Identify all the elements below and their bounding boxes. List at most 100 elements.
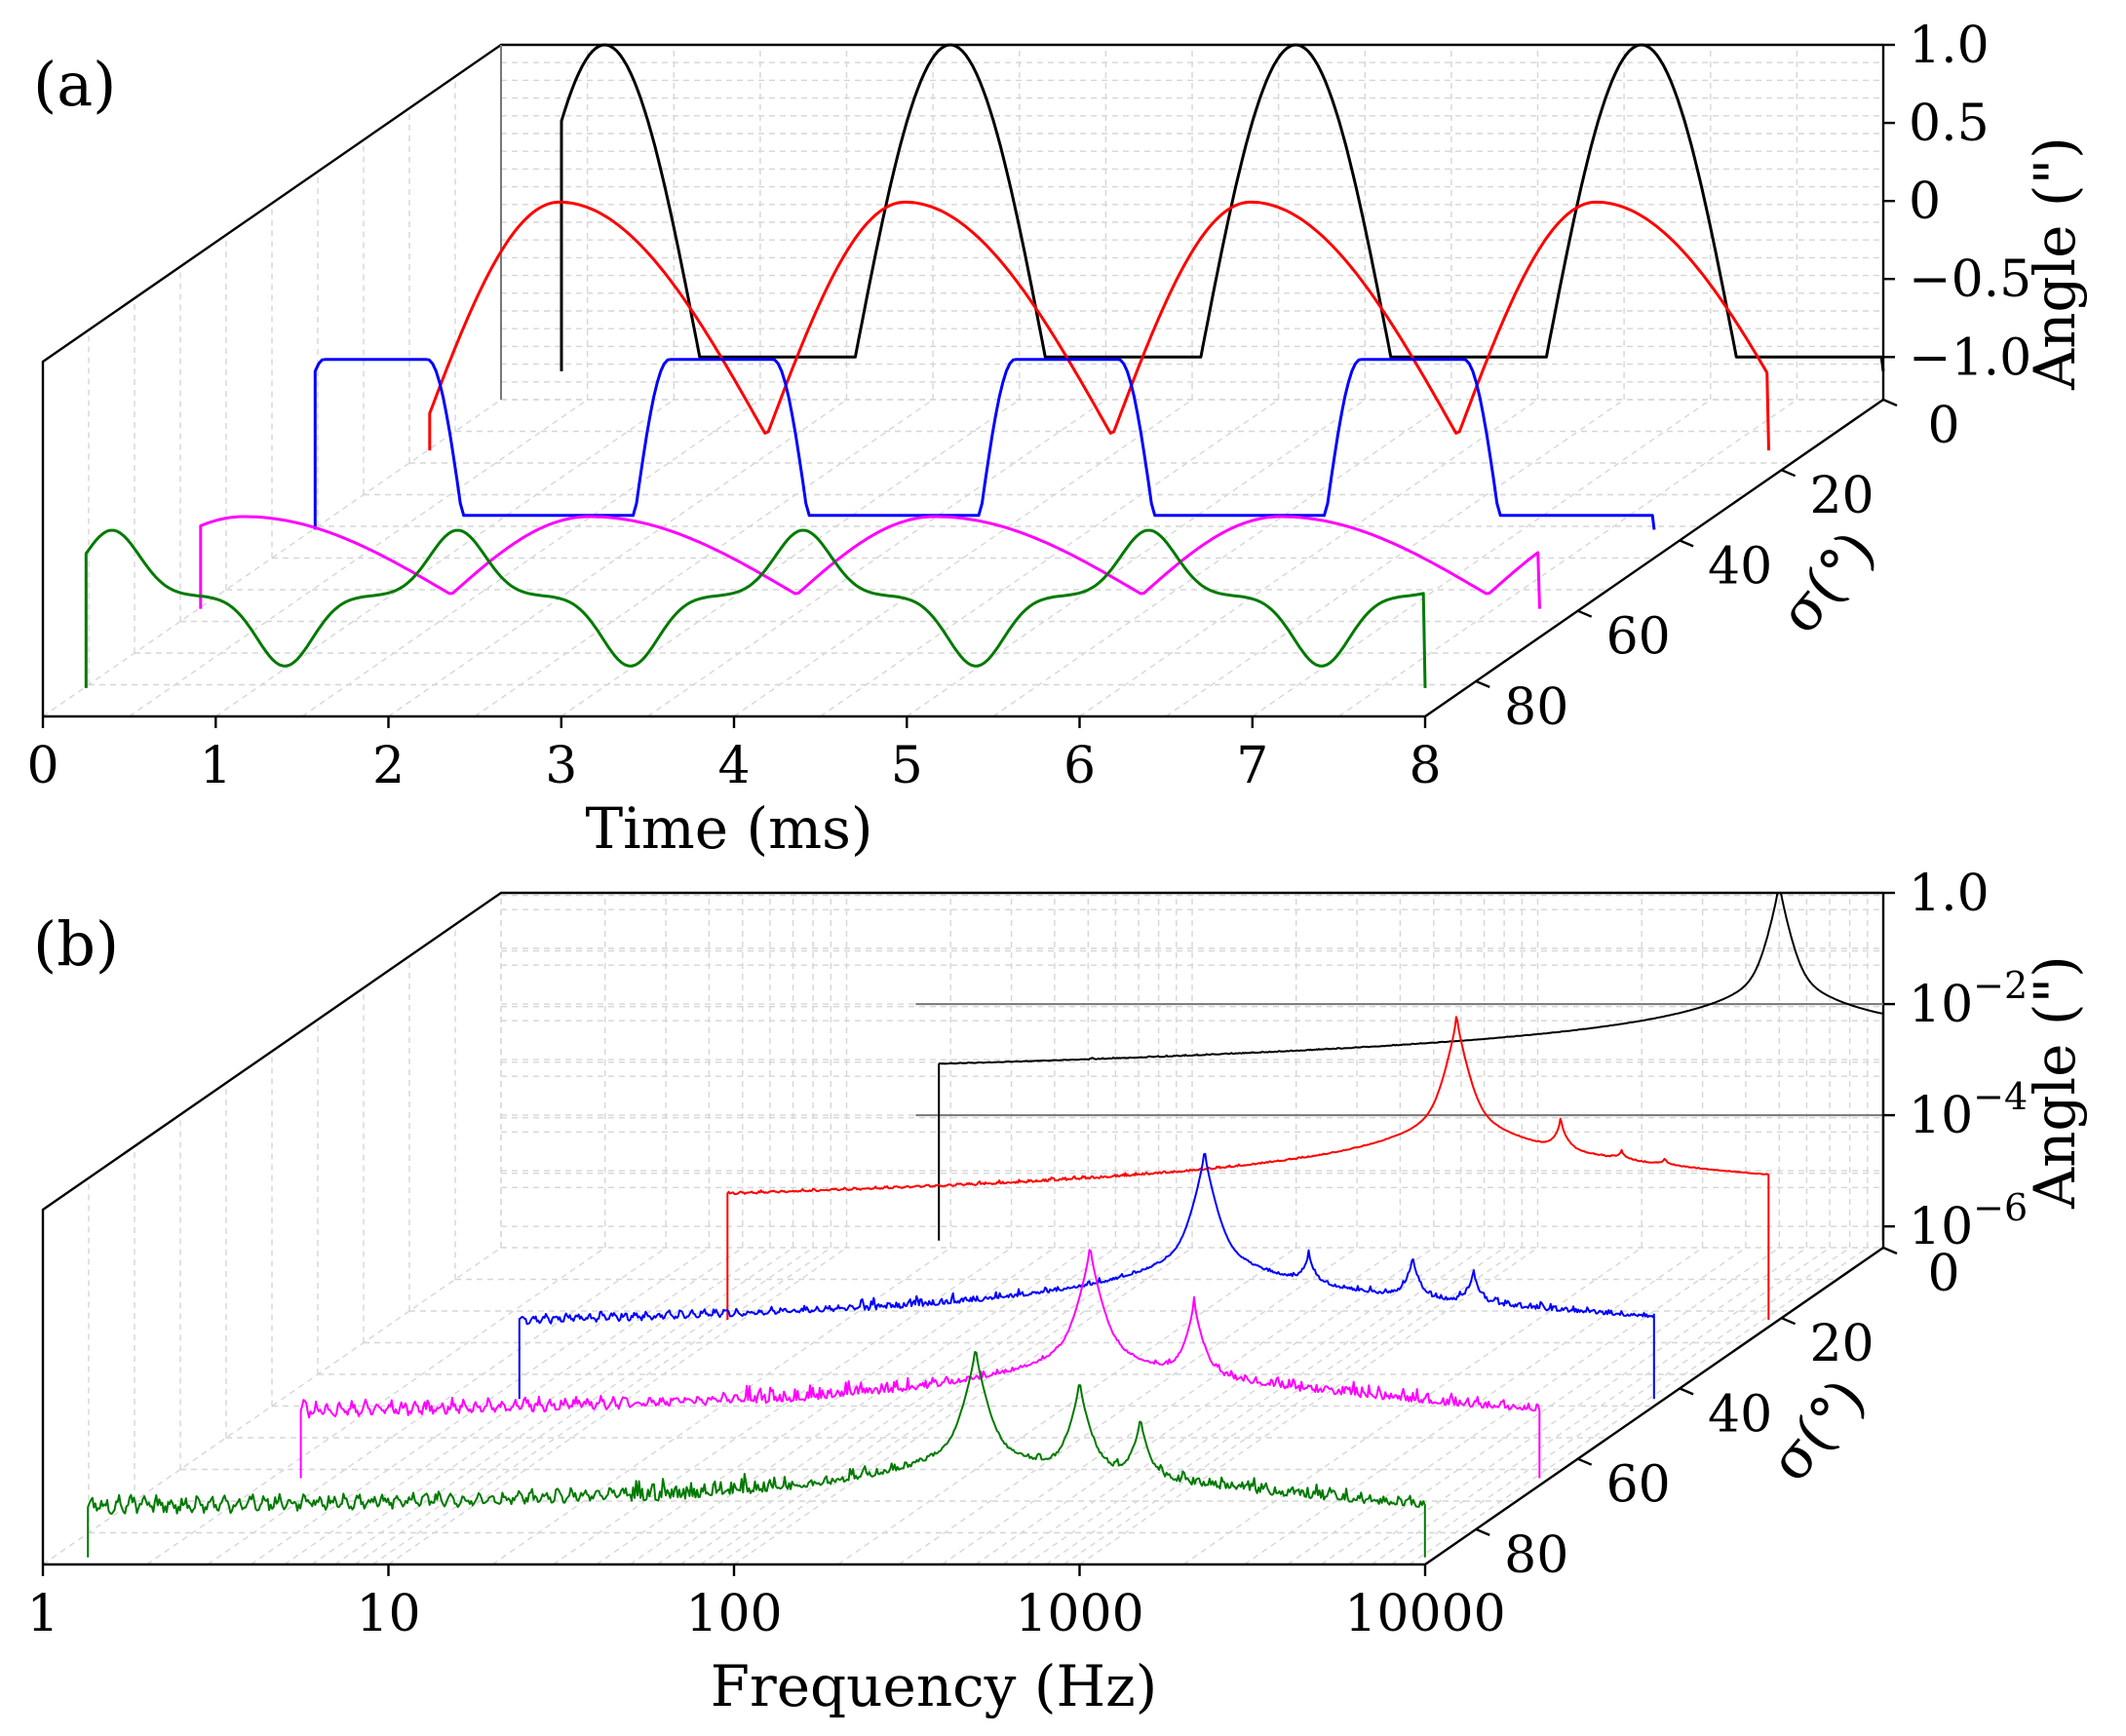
grid-line: [717, 1247, 1178, 1565]
z-tick-label: 0: [1927, 1245, 1959, 1303]
grid-line: [214, 399, 675, 717]
grid-line: [1002, 1247, 1462, 1565]
grid-line: [975, 1247, 1435, 1565]
y-tick-label: 10−2: [1909, 964, 2028, 1034]
grid-line: [560, 399, 1021, 717]
grid-line: [301, 399, 761, 717]
y-tick-label: 1.0: [1909, 865, 1990, 923]
grid-line: [647, 399, 1106, 717]
grid-line: [491, 1247, 951, 1565]
panel-a-ticks: 0 1 2 3 4 5 6 7 8 1.0 0.5 0 −0.5 −1.0 0 20 40 60 80: [26, 17, 2031, 795]
panel-a-series: [84, 43, 1885, 688]
panel-b-series: [87, 892, 1884, 1558]
grid-line: [1079, 399, 1538, 717]
z-tick-label: 40: [1708, 1385, 1772, 1444]
grid-line: [371, 1247, 831, 1565]
grid-line: [992, 399, 1452, 717]
panel-a-zlabel: σ(°): [1766, 519, 1888, 646]
grid-line: [837, 1247, 1297, 1565]
x-tick-label: 0: [26, 737, 58, 795]
grid-line: [1252, 399, 1712, 717]
z-tick: [1781, 469, 1797, 478]
grid-line: [334, 1247, 793, 1565]
grid-line: [284, 1247, 744, 1565]
grid-line: [629, 1247, 1089, 1565]
grid-line: [1244, 1247, 1703, 1565]
grid-line: [820, 399, 1279, 717]
spectrum-line-sigma-45: [518, 1152, 1655, 1400]
x-tick-label: 2: [372, 737, 405, 795]
series-line-sigma-0: [560, 43, 1885, 372]
panel-a: 0 1 2 3 4 5 6 7 8 1.0 0.5 0 −0.5 −1.0 0 20 40 60 80 (a) Ti…: [26, 17, 2088, 862]
grid-line: [42, 399, 502, 717]
z-tick: [1679, 539, 1694, 548]
series-line-sigma-22.5: [428, 200, 1770, 451]
spectrum-line-sigma-0: [938, 892, 1884, 1241]
grid-line: [42, 1247, 502, 1565]
grid-line: [1287, 1247, 1747, 1565]
spectrum-line-sigma-67.5: [299, 1249, 1541, 1479]
grid-line: [1409, 1247, 1869, 1565]
grid-line: [129, 399, 588, 717]
grid-line: [906, 399, 1366, 717]
grid-line: [1025, 1247, 1485, 1565]
panel-b-ylabel: Angle ("): [2022, 955, 2088, 1210]
y-tick-label: 10−6: [1909, 1186, 2028, 1256]
x-tick-label: 10: [356, 1585, 420, 1643]
grid-line: [1391, 1247, 1850, 1565]
y-tick-label: 1.0: [1909, 17, 1990, 75]
z-tick-label: 60: [1606, 1456, 1671, 1515]
z-tick-label: 0: [1927, 397, 1959, 455]
grid-line: [1165, 399, 1625, 717]
z-tick-label: 80: [1504, 1526, 1568, 1585]
panel-a-ylabel: Angle ("): [2022, 136, 2088, 391]
z-tick-label: 20: [1809, 467, 1874, 525]
y-tick-label: 0: [1909, 173, 1941, 231]
y-tick-label: 10−4: [1909, 1075, 2028, 1145]
panel-b-zlabel: σ(°): [1757, 1367, 1878, 1494]
grid-line: [733, 399, 1193, 717]
z-tick-label: 80: [1504, 678, 1568, 737]
grid-line: [733, 1247, 1193, 1565]
panel-a-xlabel: Time (ms): [585, 795, 872, 862]
axis-frame: [41, 891, 1883, 1564]
y-tick-label: −0.5: [1909, 251, 2031, 309]
spectrum-line-sigma-90: [87, 1351, 1426, 1558]
x-tick-label: 8: [1409, 737, 1441, 795]
grid-line: [354, 1247, 814, 1565]
grid-line: [1320, 1247, 1780, 1565]
grid-line: [207, 1247, 667, 1565]
y-tick-label: −1.0: [1909, 328, 2031, 387]
grid-line: [898, 1247, 1358, 1565]
z-tick-label: 20: [1809, 1315, 1874, 1373]
panel-b-xlabel: Frequency (Hz): [711, 1653, 1158, 1719]
spectrum-line-sigma-22.5: [726, 1016, 1770, 1320]
z-tick: [1475, 1527, 1490, 1537]
grid-line: [1063, 1247, 1523, 1565]
z-tick: [1679, 1387, 1694, 1396]
grid-line: [1338, 399, 1797, 717]
panel-a-label: (a): [33, 49, 116, 120]
grid-line: [1182, 1247, 1643, 1565]
panel-b-ticks: 1 10 100 1000 10000 1.0 10−2 10−4 10−60 20 40 60 80: [26, 865, 2028, 1643]
z-tick: [1577, 1457, 1593, 1466]
grid-line: [1079, 1247, 1538, 1565]
z-tick: [1577, 609, 1593, 618]
x-tick-label: 5: [891, 737, 923, 795]
grid-line: [1045, 1247, 1505, 1565]
series-line-sigma-90: [84, 528, 1427, 688]
z-tick: [1882, 1246, 1898, 1255]
panel-b: 1 10 100 1000 100001.010−210−410−6020406080 …: [26, 865, 2088, 1719]
grid-line: [657, 1247, 1116, 1565]
grid-line: [311, 1247, 771, 1565]
z-tick-label: 60: [1606, 608, 1671, 667]
y-tick-label: 0.5: [1909, 95, 1990, 153]
series-line-sigma-45: [313, 358, 1656, 530]
z-tick: [1882, 398, 1898, 407]
x-tick-label: 6: [1063, 737, 1096, 795]
grid-line: [1348, 1247, 1807, 1565]
grid-line: [474, 399, 934, 717]
grid-line: [700, 1247, 1159, 1565]
grid-line: [388, 1247, 847, 1565]
